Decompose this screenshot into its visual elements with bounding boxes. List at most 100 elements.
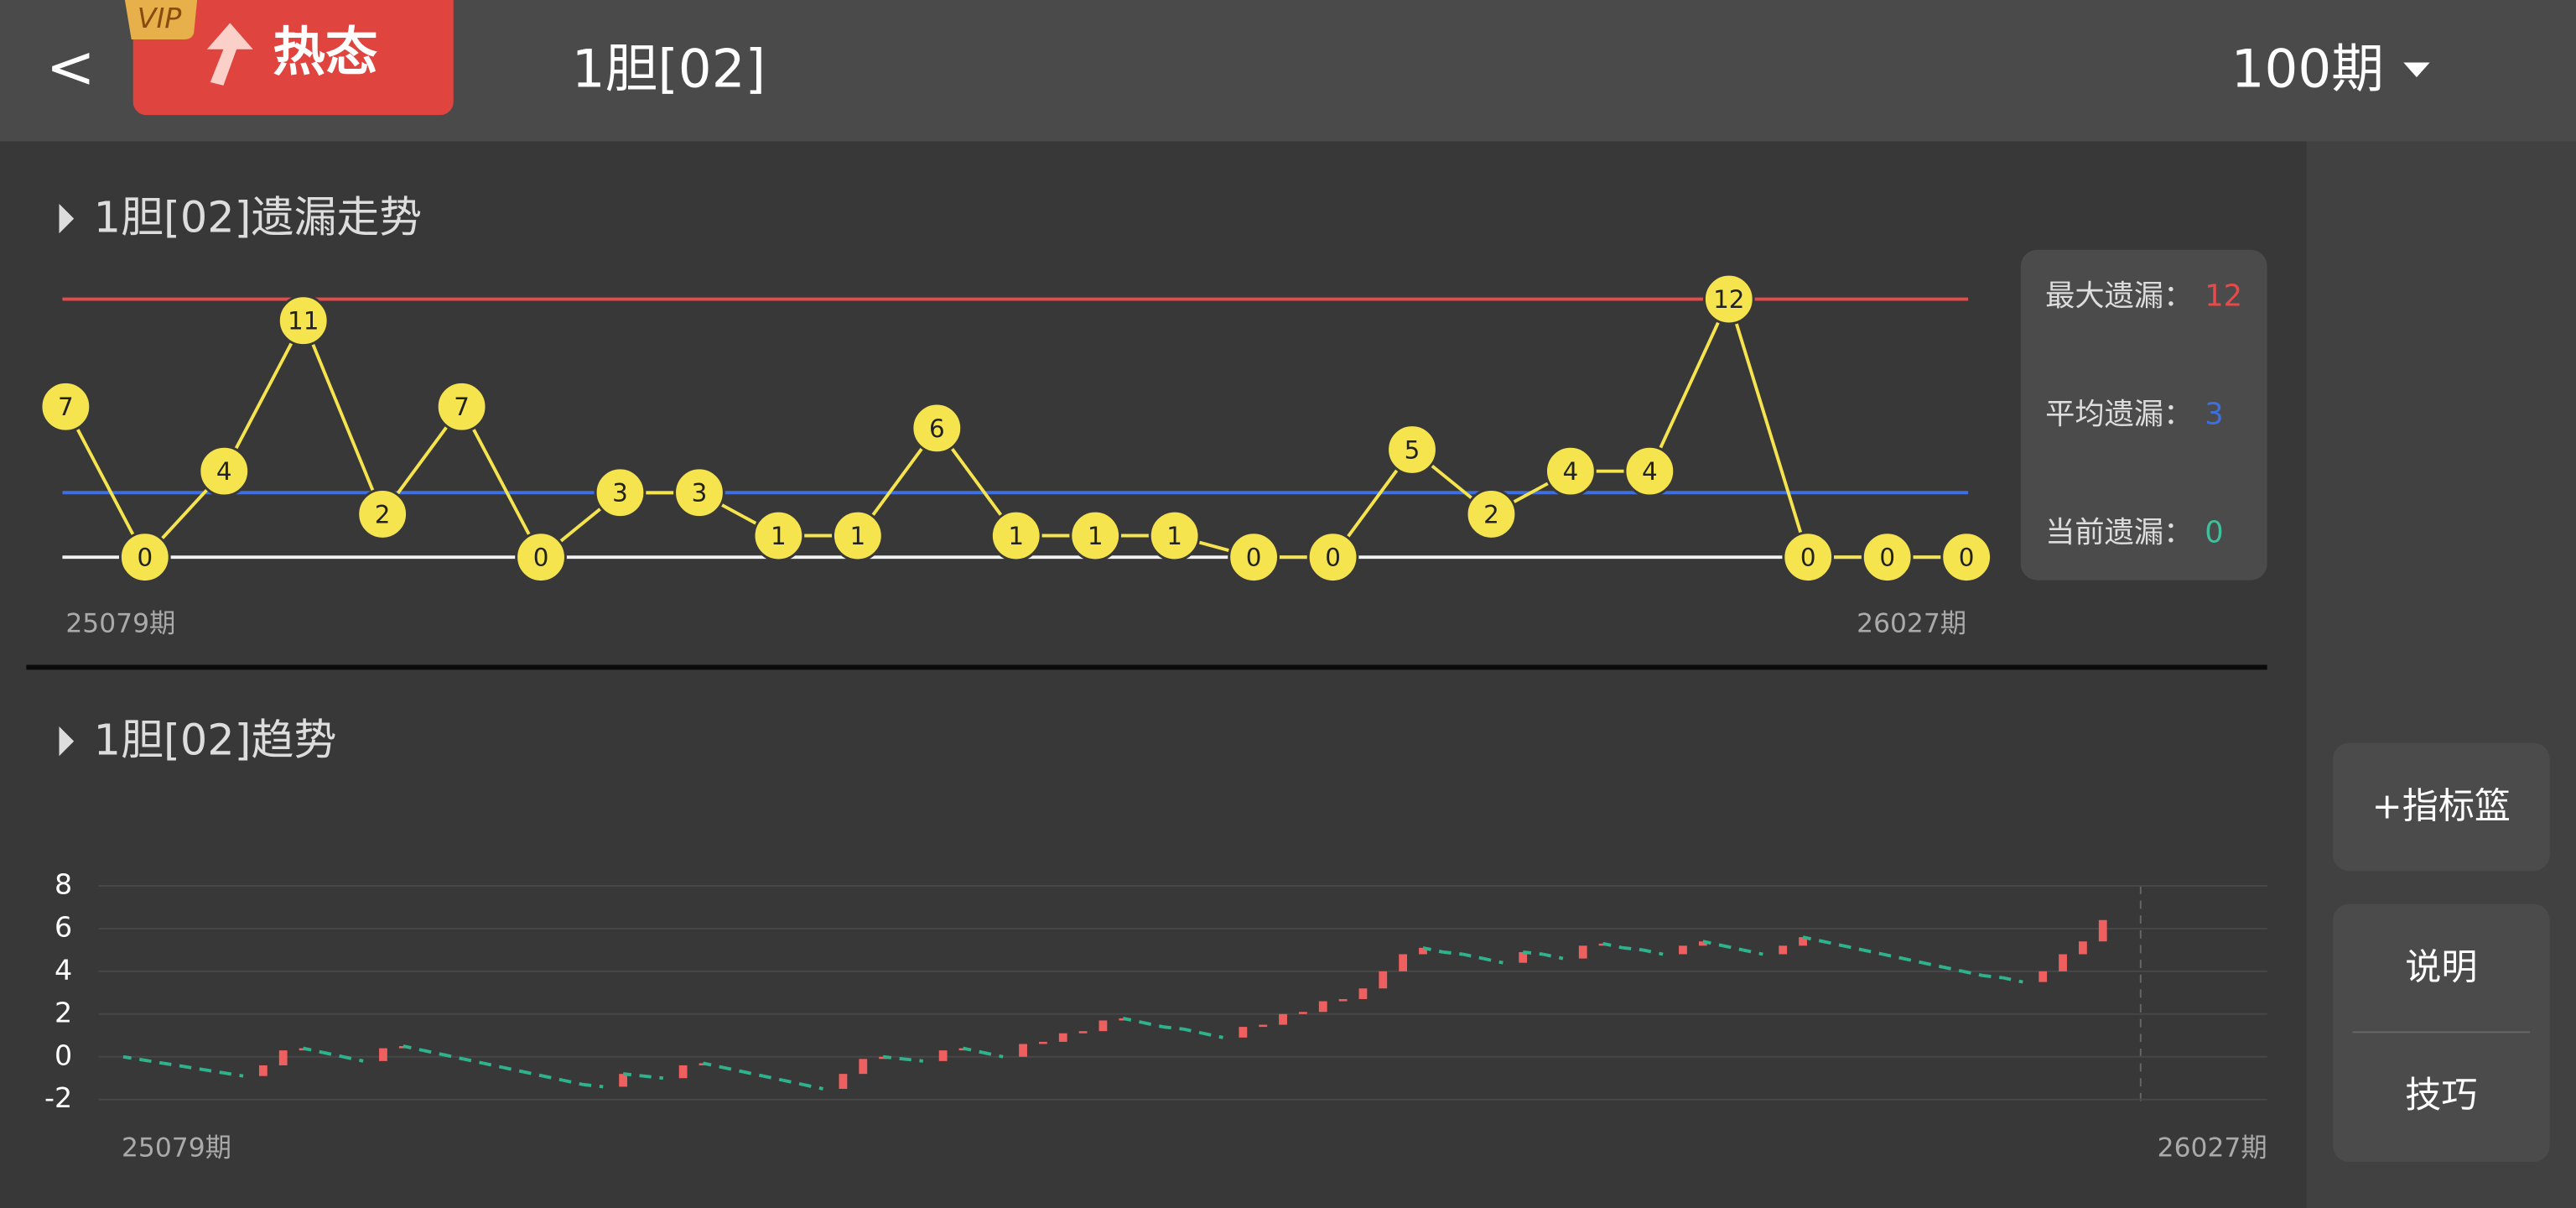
- fall-segment: [1902, 956, 1924, 965]
- fall-segment: [1483, 956, 1504, 965]
- point-label: 1: [771, 522, 787, 550]
- fall-segment: [1623, 945, 1644, 952]
- fall-segment: [1462, 952, 1483, 961]
- rise-bar: [2079, 941, 2087, 955]
- rise-bar: [1019, 1044, 1027, 1057]
- fall-segment: [1422, 945, 1444, 954]
- omission-point: [1545, 445, 1597, 497]
- fall-segment: [423, 1049, 444, 1057]
- omission-point: [831, 509, 884, 562]
- stat-label: 最大遗漏：: [2045, 279, 2193, 314]
- omission-point: [1386, 424, 1438, 476]
- omission-point: [1148, 509, 1201, 562]
- point-label: 12: [1713, 285, 1744, 314]
- fall-segment: [782, 1078, 804, 1086]
- point-label: 7: [454, 393, 470, 421]
- fall-segment: [742, 1070, 764, 1078]
- rise-bar: [938, 1050, 948, 1061]
- stat-label: 平均遗漏：: [2045, 398, 2193, 432]
- omission-point: [1465, 488, 1518, 540]
- period-selector[interactable]: 100期: [2231, 38, 2430, 99]
- period-text: 100期: [2231, 38, 2384, 99]
- omission-point: [1228, 531, 1280, 584]
- rise-bar: [258, 1065, 267, 1076]
- y-tick-label: 0: [55, 1039, 72, 1071]
- rise-bar: [1578, 945, 1587, 959]
- explain-button[interactable]: 说明: [2405, 946, 2477, 988]
- back-button[interactable]: <: [46, 33, 96, 102]
- fall-segment: [522, 1070, 544, 1078]
- point-label: 0: [1879, 544, 1895, 572]
- section-icon: [59, 203, 75, 234]
- fall-segment: [1182, 1027, 1204, 1035]
- fall-segment: [1442, 950, 1463, 956]
- rise-bar: [1318, 1001, 1327, 1013]
- fall-segment: [342, 1054, 364, 1063]
- omission-point: [1623, 445, 1676, 497]
- rise-bar: [1279, 1013, 1287, 1025]
- rise-bar: [1358, 988, 1368, 999]
- stat-value: 12: [2205, 279, 2242, 314]
- rise-bar: [1078, 1031, 1088, 1034]
- fall-segment: [1722, 944, 1743, 952]
- basket-button[interactable]: [2333, 742, 2550, 872]
- rise-bar: [1379, 971, 1388, 989]
- fall-segment: [462, 1057, 484, 1065]
- fall-segment: [1962, 969, 1984, 977]
- stat-value: 0: [2205, 516, 2223, 550]
- hot-badge[interactable]: 热态 VIP: [124, 0, 454, 116]
- omission-point: [673, 466, 725, 519]
- rise-bar: [1298, 1012, 1307, 1014]
- point-label: 5: [1405, 435, 1420, 464]
- fall-segment: [163, 1061, 184, 1069]
- fall-segment: [1862, 948, 1883, 956]
- omission-point: [1782, 531, 1835, 584]
- fall-segment: [543, 1074, 564, 1082]
- rise-bar: [1239, 1027, 1248, 1038]
- rise-bar: [2059, 954, 2067, 971]
- point-label: 2: [375, 500, 391, 528]
- omission-point: [1861, 531, 1914, 584]
- fall-segment: [1802, 935, 1824, 944]
- point-label: 6: [929, 414, 945, 443]
- fall-segment: [622, 1072, 644, 1078]
- rise-bar: [1779, 945, 1788, 955]
- fall-segment: [802, 1082, 823, 1091]
- fall-segment: [1883, 952, 1903, 961]
- omission-point: [39, 380, 92, 433]
- fall-segment: [1202, 1031, 1223, 1039]
- point-label: 1: [1008, 522, 1024, 550]
- tips-button[interactable]: 技巧: [2405, 1075, 2477, 1117]
- fall-segment: [482, 1061, 504, 1070]
- omission-point: [515, 531, 567, 584]
- y-tick-label: 2: [55, 996, 72, 1028]
- badge-arrow: [206, 23, 253, 86]
- fall-segment: [203, 1068, 224, 1075]
- vip-text: VIP: [138, 2, 183, 34]
- omission-point: [277, 294, 330, 347]
- point-label: 7: [58, 393, 74, 421]
- vip-tag: [124, 0, 198, 40]
- fall-segment: [143, 1058, 164, 1065]
- point-label: 0: [137, 544, 153, 572]
- fall-segment: [1842, 944, 1864, 952]
- omission-point: [435, 380, 488, 433]
- omission-point: [911, 402, 963, 455]
- fall-segment: [322, 1050, 344, 1059]
- fall-segment: [902, 1057, 924, 1063]
- point-label: 0: [1246, 544, 1262, 572]
- rise-bar: [619, 1074, 628, 1087]
- fall-segment: [1602, 941, 1623, 950]
- rise-bar: [1419, 947, 1427, 955]
- fall-segment: [443, 1053, 464, 1061]
- fall-segment: [1702, 940, 1724, 948]
- fall-segment: [1642, 948, 1664, 956]
- fall-segment: [762, 1074, 784, 1082]
- fall-segment: [502, 1065, 524, 1074]
- fall-segment: [1522, 950, 1544, 956]
- point-label: 4: [1642, 457, 1658, 486]
- badge-bg: [132, 0, 454, 116]
